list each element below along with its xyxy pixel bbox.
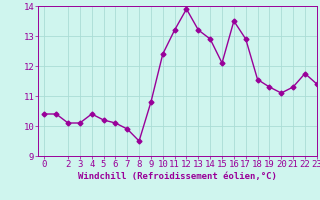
X-axis label: Windchill (Refroidissement éolien,°C): Windchill (Refroidissement éolien,°C) [78, 172, 277, 181]
